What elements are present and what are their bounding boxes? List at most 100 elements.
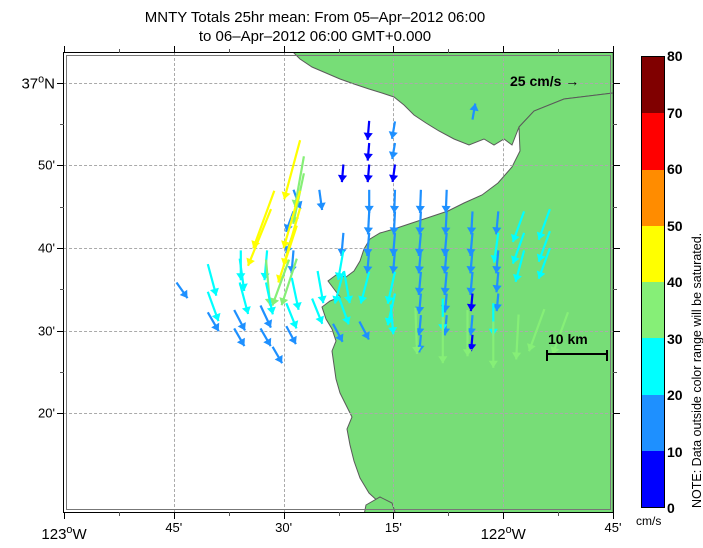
current-vector bbox=[259, 327, 272, 347]
x-tick-major bbox=[64, 46, 65, 53]
x-tick-minor bbox=[558, 49, 560, 53]
current-vector bbox=[281, 139, 302, 200]
current-vector bbox=[438, 316, 448, 364]
current-vector bbox=[363, 250, 373, 274]
current-vector bbox=[358, 271, 371, 304]
colorbar-band-10-20 bbox=[642, 394, 664, 451]
gridline-horizontal bbox=[64, 82, 613, 84]
x-tick-minor bbox=[338, 512, 340, 516]
current-vector-field bbox=[175, 103, 570, 368]
current-vector bbox=[511, 211, 526, 243]
current-vector bbox=[415, 293, 425, 314]
x-tick-major bbox=[283, 512, 285, 519]
x-axis-label-1: 45' bbox=[165, 520, 183, 535]
reference-arrow-label: 25 cm/s → bbox=[510, 73, 580, 89]
y-axis-label-3: 30' bbox=[38, 323, 55, 339]
current-vector bbox=[251, 190, 276, 249]
current-vector bbox=[440, 250, 450, 274]
current-vector bbox=[467, 334, 477, 352]
current-vector bbox=[511, 232, 526, 264]
x-tick-major bbox=[283, 46, 285, 53]
gridline-vertical bbox=[503, 53, 505, 512]
x-tick-major bbox=[613, 512, 614, 519]
scale-bar bbox=[546, 350, 608, 361]
current-vector bbox=[233, 327, 246, 347]
x-axis-label-5: 45' bbox=[604, 520, 622, 535]
current-vector bbox=[175, 281, 189, 299]
current-vector bbox=[332, 323, 344, 343]
current-vector bbox=[279, 258, 298, 306]
current-vector bbox=[316, 189, 326, 211]
current-vector bbox=[206, 263, 219, 296]
current-vector bbox=[337, 164, 348, 183]
colorbar-tick-30: 30 bbox=[667, 330, 683, 347]
y-tick-major bbox=[613, 248, 620, 250]
x-axis-label-4: 122oW bbox=[480, 524, 526, 543]
y-tick-major bbox=[613, 82, 620, 84]
colorbar-band-0-10 bbox=[642, 450, 664, 507]
colorbar-tick-70: 70 bbox=[667, 104, 683, 121]
current-vector bbox=[466, 293, 477, 312]
current-vector bbox=[466, 232, 476, 257]
current-vector bbox=[363, 142, 373, 161]
current-vector bbox=[462, 310, 473, 357]
y-tick-major bbox=[613, 165, 620, 167]
colorbar-tick-10: 10 bbox=[667, 443, 683, 460]
x-tick-major bbox=[173, 46, 175, 53]
y-tick-major bbox=[57, 248, 64, 250]
current-vector bbox=[389, 189, 400, 213]
page-title: MNTY Totals 25hr mean: From 05–Apr–2012 … bbox=[0, 8, 630, 46]
colorbar-band-50-60 bbox=[642, 169, 664, 226]
y-axis-label-2: 40' bbox=[38, 240, 55, 256]
colorbar-note: NOTE: Data outside color range will be s… bbox=[676, 56, 703, 508]
x-tick-major bbox=[503, 512, 505, 519]
current-vector bbox=[389, 211, 399, 235]
current-vector bbox=[440, 232, 450, 257]
x-tick-minor bbox=[448, 512, 450, 516]
colorbar-note-text: NOTE: Data outside color range will be s… bbox=[690, 232, 703, 508]
current-vector bbox=[363, 120, 373, 140]
gridline-vertical bbox=[173, 53, 175, 512]
y-tick-major bbox=[57, 165, 64, 167]
colorbar-band-20-30 bbox=[642, 338, 664, 395]
current-vector bbox=[246, 208, 273, 267]
current-vector bbox=[337, 295, 351, 325]
gridline-horizontal bbox=[64, 248, 613, 250]
x-tick-major bbox=[613, 46, 614, 53]
current-vector bbox=[414, 271, 424, 296]
gridline-horizontal bbox=[64, 330, 613, 332]
current-vector bbox=[536, 247, 551, 280]
current-vector bbox=[238, 282, 251, 315]
colorbar[interactable] bbox=[641, 56, 665, 508]
x-axis-label-3: 15' bbox=[384, 520, 402, 535]
x-tick-minor bbox=[118, 49, 120, 53]
current-vector bbox=[536, 230, 551, 263]
y-tick-minor bbox=[613, 206, 617, 208]
current-vector bbox=[316, 270, 327, 304]
current-vector bbox=[364, 189, 374, 213]
current-vector bbox=[441, 211, 451, 235]
current-vector bbox=[513, 250, 526, 283]
x-tick-minor bbox=[118, 512, 120, 516]
x-tick-minor bbox=[448, 49, 450, 53]
current-vector bbox=[281, 190, 302, 249]
colorbar-tick-0: 0 bbox=[667, 500, 675, 516]
current-vector bbox=[388, 121, 398, 139]
current-vector bbox=[415, 315, 425, 336]
current-vector bbox=[550, 311, 570, 355]
y-tick-minor bbox=[60, 372, 64, 373]
current-vector bbox=[285, 325, 297, 345]
colorbar-band-40-50 bbox=[642, 225, 664, 282]
current-vector bbox=[536, 208, 551, 241]
y-tick-major bbox=[57, 82, 64, 84]
title-line-2: to 06–Apr–2012 06:00 GMT+0.000 bbox=[198, 28, 432, 45]
current-vector bbox=[389, 164, 399, 183]
colorbar-band-70-80 bbox=[642, 57, 664, 114]
current-vector bbox=[492, 271, 502, 293]
map-plot-area[interactable]: 25 cm/s → 10 km bbox=[63, 52, 614, 513]
gridline-horizontal bbox=[64, 413, 613, 415]
current-vector bbox=[415, 211, 425, 235]
y-tick-major bbox=[57, 330, 64, 332]
colorbar-tick-60: 60 bbox=[667, 161, 683, 177]
